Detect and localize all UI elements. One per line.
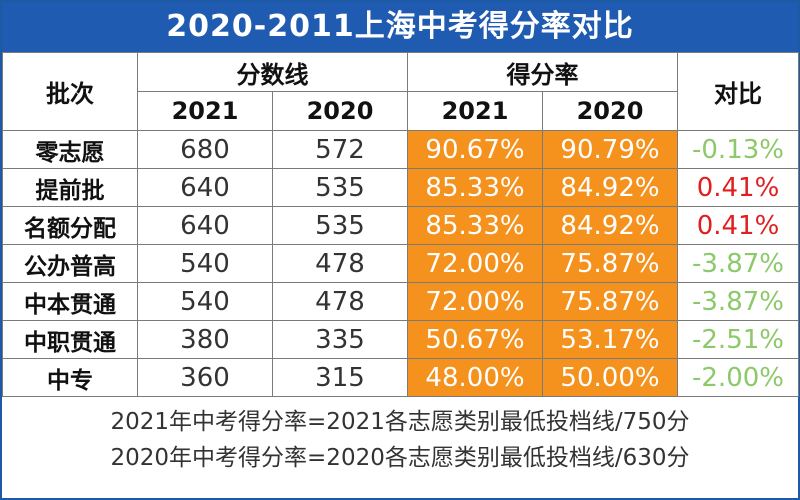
table-row: 中职贯通 380 335 50.67% 53.17% -2.51% <box>2 320 799 359</box>
rate-year-2020-header: 2020 <box>542 91 678 131</box>
table-row: 提前批 640 535 85.33% 84.92% 0.41% <box>2 168 799 207</box>
score-2021-cell: 380 <box>137 320 273 359</box>
score-2020-cell: 478 <box>272 244 408 283</box>
rate-year-2021-header: 2021 <box>407 91 543 131</box>
table-title: 2020-2011上海中考得分率对比 <box>2 2 798 52</box>
batch-cell: 零志愿 <box>2 130 138 169</box>
rate-2020-cell: 75.87% <box>542 282 678 321</box>
score-year-2020-header: 2020 <box>272 91 408 131</box>
rate-2020-cell: 75.87% <box>542 244 678 283</box>
footnotes: 2021年中考得分率=2021各志愿类别最低投档线/750分 2020年中考得分… <box>2 404 798 476</box>
score-2020-cell: 535 <box>272 206 408 245</box>
diff-cell: -2.00% <box>677 358 799 397</box>
diff-cell: 0.41% <box>677 168 799 207</box>
batch-cell: 名额分配 <box>2 206 138 245</box>
table-row: 名额分配 640 535 85.33% 84.92% 0.41% <box>2 206 799 245</box>
score-2021-cell: 640 <box>137 206 273 245</box>
score-2021-cell: 680 <box>137 130 273 169</box>
rate-2021-cell: 85.33% <box>407 168 543 207</box>
rate-group-header: 得分率 <box>407 52 678 92</box>
score-2021-cell: 640 <box>137 168 273 207</box>
footnote-2020: 2020年中考得分率=2020各志愿类别最低投档线/630分 <box>110 445 690 471</box>
score-group-header: 分数线 <box>137 52 408 92</box>
rate-2020-cell: 84.92% <box>542 168 678 207</box>
diff-cell: 0.41% <box>677 206 799 245</box>
table-row: 中本贯通 540 478 72.00% 75.87% -3.87% <box>2 282 799 321</box>
score-table: 批次 分数线 得分率 对比 2021 2020 2021 2020 零志愿 680… <box>2 52 799 397</box>
rate-2020-cell: 50.00% <box>542 358 678 397</box>
batch-cell: 中职贯通 <box>2 320 138 359</box>
footnote-2021: 2021年中考得分率=2021各志愿类别最低投档线/750分 <box>110 409 690 435</box>
rate-2021-cell: 90.67% <box>407 130 543 169</box>
diff-cell: -2.51% <box>677 320 799 359</box>
compare-header: 对比 <box>677 52 799 131</box>
batch-header: 批次 <box>2 52 138 131</box>
header-row-1: 批次 分数线 得分率 对比 <box>2 52 799 131</box>
score-2020-cell: 315 <box>272 358 408 397</box>
score-2020-cell: 535 <box>272 168 408 207</box>
score-2021-cell: 360 <box>137 358 273 397</box>
batch-cell: 中专 <box>2 358 138 397</box>
score-year-2021-header: 2021 <box>137 91 273 131</box>
batch-cell: 中本贯通 <box>2 282 138 321</box>
batch-cell: 公办普高 <box>2 244 138 283</box>
rate-2021-cell: 50.67% <box>407 320 543 359</box>
table-row: 中专 360 315 48.00% 50.00% -2.00% <box>2 358 799 397</box>
score-2020-cell: 335 <box>272 320 408 359</box>
diff-cell: -3.87% <box>677 244 799 283</box>
table-row: 零志愿 680 572 90.67% 90.79% -0.13% <box>2 130 799 169</box>
score-2020-cell: 572 <box>272 130 408 169</box>
table-row: 公办普高 540 478 72.00% 75.87% -3.87% <box>2 244 799 283</box>
rate-2020-cell: 90.79% <box>542 130 678 169</box>
rate-2021-cell: 48.00% <box>407 358 543 397</box>
diff-cell: -3.87% <box>677 282 799 321</box>
rate-2021-cell: 72.00% <box>407 282 543 321</box>
score-2020-cell: 478 <box>272 282 408 321</box>
rate-2021-cell: 72.00% <box>407 244 543 283</box>
score-2021-cell: 540 <box>137 244 273 283</box>
rate-2020-cell: 84.92% <box>542 206 678 245</box>
rate-2021-cell: 85.33% <box>407 206 543 245</box>
batch-cell: 提前批 <box>2 168 138 207</box>
rate-2020-cell: 53.17% <box>542 320 678 359</box>
score-2021-cell: 540 <box>137 282 273 321</box>
diff-cell: -0.13% <box>677 130 799 169</box>
